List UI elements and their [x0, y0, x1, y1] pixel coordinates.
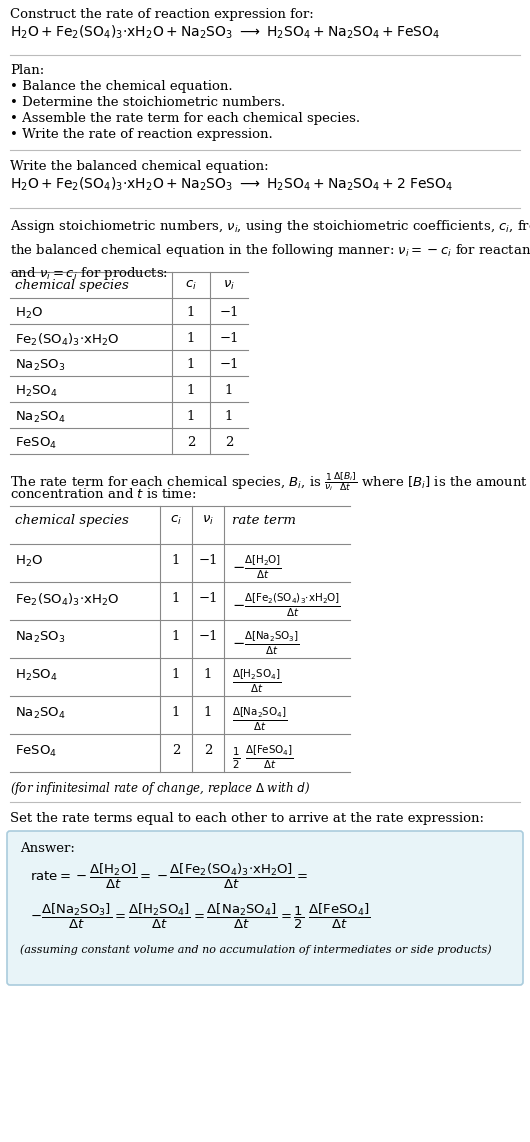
Text: 1: 1	[187, 384, 195, 397]
Text: • Balance the chemical equation.: • Balance the chemical equation.	[10, 80, 233, 93]
Text: −1: −1	[219, 306, 238, 319]
Text: Set the rate terms equal to each other to arrive at the rate expression:: Set the rate terms equal to each other t…	[10, 812, 484, 825]
Text: 2: 2	[187, 436, 195, 449]
FancyBboxPatch shape	[7, 831, 523, 986]
Text: 1: 1	[204, 668, 212, 681]
Text: Write the balanced chemical equation:: Write the balanced chemical equation:	[10, 160, 269, 172]
Text: $\mathrm{FeSO_4}$: $\mathrm{FeSO_4}$	[15, 436, 57, 451]
Text: Construct the rate of reaction expression for:: Construct the rate of reaction expressio…	[10, 8, 314, 21]
Text: (assuming constant volume and no accumulation of intermediates or side products): (assuming constant volume and no accumul…	[20, 944, 492, 955]
Text: $\mathregular{H_2O + Fe_2(SO_4)_3{\cdot}xH_2O + Na_2SO_3}$$\mathregular{\ \longr: $\mathregular{H_2O + Fe_2(SO_4)_3{\cdot}…	[10, 24, 440, 41]
Text: $\mathrm{Na_2SO_4}$: $\mathrm{Na_2SO_4}$	[15, 410, 66, 425]
Text: −1: −1	[198, 554, 218, 566]
Text: $\mathrm{rate} = -\dfrac{\Delta[\mathrm{H_2O}]}{\Delta t} = -\dfrac{\Delta[\math: $\mathrm{rate} = -\dfrac{\Delta[\mathrm{…	[30, 862, 308, 891]
Text: • Write the rate of reaction expression.: • Write the rate of reaction expression.	[10, 128, 273, 140]
Text: 1: 1	[225, 410, 233, 423]
Text: $\mathregular{H_2O + Fe_2(SO_4)_3{\cdot}xH_2O + Na_2SO_3}$$\mathregular{\ \longr: $\mathregular{H_2O + Fe_2(SO_4)_3{\cdot}…	[10, 176, 454, 193]
Text: $\mathrm{H_2SO_4}$: $\mathrm{H_2SO_4}$	[15, 668, 58, 683]
Text: $\nu_i$: $\nu_i$	[202, 514, 214, 528]
Text: 2: 2	[204, 743, 212, 757]
Text: $c_i$: $c_i$	[170, 514, 182, 528]
Text: $-\frac{\Delta[\mathrm{Na_2SO_3}]}{\Delta t}$: $-\frac{\Delta[\mathrm{Na_2SO_3}]}{\Delt…	[232, 630, 299, 658]
Text: −1: −1	[219, 332, 238, 345]
Text: $\mathrm{Na_2SO_4}$: $\mathrm{Na_2SO_4}$	[15, 706, 66, 721]
Text: The rate term for each chemical species, $B_i$, is $\frac{1}{\nu_i}\frac{\Delta[: The rate term for each chemical species,…	[10, 471, 528, 493]
Text: 1: 1	[187, 306, 195, 319]
Text: $-\dfrac{\Delta[\mathrm{Na_2SO_3}]}{\Delta t} = \dfrac{\Delta[\mathrm{H_2SO_4}]}: $-\dfrac{\Delta[\mathrm{Na_2SO_3}]}{\Del…	[30, 902, 370, 931]
Text: Answer:: Answer:	[20, 842, 75, 855]
Text: 1: 1	[172, 554, 180, 566]
Text: $\mathrm{H_2O}$: $\mathrm{H_2O}$	[15, 306, 43, 321]
Text: concentration and $t$ is time:: concentration and $t$ is time:	[10, 486, 197, 501]
Text: $\frac{1}{2}\ \frac{\Delta[\mathrm{FeSO_4}]}{\Delta t}$: $\frac{1}{2}\ \frac{\Delta[\mathrm{FeSO_…	[232, 743, 294, 772]
Text: • Assemble the rate term for each chemical species.: • Assemble the rate term for each chemic…	[10, 112, 360, 124]
Text: $\frac{\Delta[\mathrm{Na_2SO_4}]}{\Delta t}$: $\frac{\Delta[\mathrm{Na_2SO_4}]}{\Delta…	[232, 706, 287, 733]
Text: $\mathrm{FeSO_4}$: $\mathrm{FeSO_4}$	[15, 743, 57, 759]
Text: $\mathrm{H_2SO_4}$: $\mathrm{H_2SO_4}$	[15, 384, 58, 399]
Text: $\frac{\Delta[\mathrm{H_2SO_4}]}{\Delta t}$: $\frac{\Delta[\mathrm{H_2SO_4}]}{\Delta …	[232, 668, 281, 695]
Text: 1: 1	[172, 630, 180, 643]
Text: • Determine the stoichiometric numbers.: • Determine the stoichiometric numbers.	[10, 96, 285, 108]
Text: 1: 1	[172, 592, 180, 605]
Text: $-\frac{\Delta[\mathrm{Fe_2(SO_4)_3{\cdot}xH_2O}]}{\Delta t}$: $-\frac{\Delta[\mathrm{Fe_2(SO_4)_3{\cdo…	[232, 592, 341, 619]
Text: $\mathrm{Na_2SO_3}$: $\mathrm{Na_2SO_3}$	[15, 630, 66, 645]
Text: 1: 1	[172, 706, 180, 719]
Text: 1: 1	[225, 384, 233, 397]
Text: 1: 1	[204, 706, 212, 719]
Text: 1: 1	[187, 332, 195, 345]
Text: $\mathrm{Fe_2(SO_4)_3{\cdot}xH_2O}$: $\mathrm{Fe_2(SO_4)_3{\cdot}xH_2O}$	[15, 332, 119, 348]
Text: −1: −1	[219, 357, 238, 371]
Text: chemical species: chemical species	[15, 514, 129, 526]
Text: $\nu_i$: $\nu_i$	[223, 279, 235, 292]
Text: −1: −1	[198, 630, 218, 643]
Text: $-\frac{\Delta[\mathrm{H_2O}]}{\Delta t}$: $-\frac{\Delta[\mathrm{H_2O}]}{\Delta t}…	[232, 554, 282, 581]
Text: 1: 1	[187, 410, 195, 423]
Text: $\mathrm{Fe_2(SO_4)_3{\cdot}xH_2O}$: $\mathrm{Fe_2(SO_4)_3{\cdot}xH_2O}$	[15, 592, 119, 608]
Text: 2: 2	[172, 743, 180, 757]
Text: 1: 1	[172, 668, 180, 681]
Text: −1: −1	[198, 592, 218, 605]
Text: 1: 1	[187, 357, 195, 371]
Text: chemical species: chemical species	[15, 279, 129, 292]
Text: Assign stoichiometric numbers, $\nu_i$, using the stoichiometric coefficients, $: Assign stoichiometric numbers, $\nu_i$, …	[10, 218, 530, 282]
Text: $\mathrm{Na_2SO_3}$: $\mathrm{Na_2SO_3}$	[15, 357, 66, 373]
Text: $c_i$: $c_i$	[185, 279, 197, 292]
Text: Plan:: Plan:	[10, 64, 44, 77]
Text: rate term: rate term	[232, 514, 296, 526]
Text: 2: 2	[225, 436, 233, 449]
Text: $\mathrm{H_2O}$: $\mathrm{H_2O}$	[15, 554, 43, 569]
Text: (for infinitesimal rate of change, replace $\Delta$ with $d$): (for infinitesimal rate of change, repla…	[10, 780, 311, 797]
